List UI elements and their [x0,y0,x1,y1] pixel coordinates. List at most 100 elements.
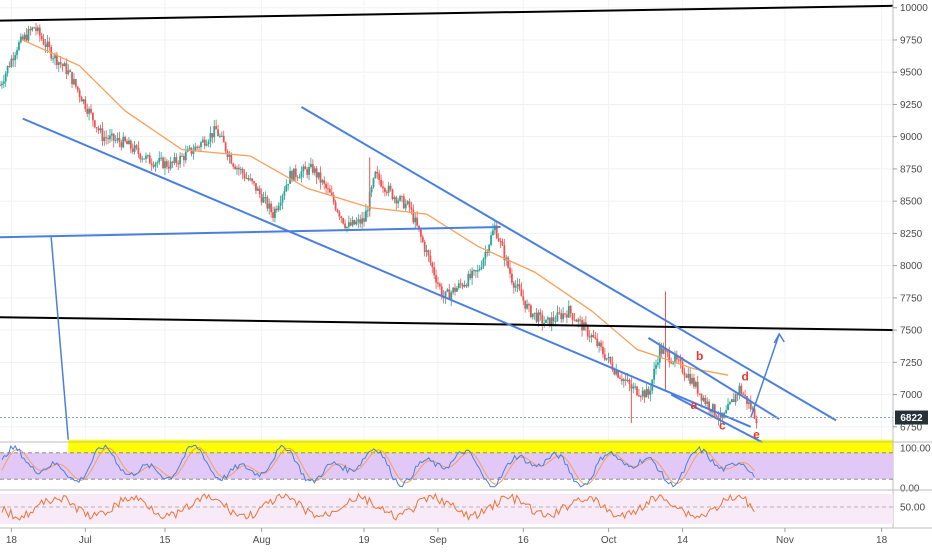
candle-body [351,220,354,226]
candle-body [300,171,303,178]
candle-body [114,139,117,141]
candle-body [691,377,693,384]
candle-body [196,146,199,148]
candle-body [33,27,36,29]
candle-body [154,163,157,167]
candle-body [164,161,166,169]
candle-body [689,373,692,384]
candle-body [387,185,390,193]
candle-body [522,296,525,301]
candle-body [325,183,328,189]
candle-body [511,273,513,283]
candle-body [719,412,722,419]
candle-body [431,262,434,268]
candle-body [35,27,37,31]
candle-body [308,166,310,175]
candle-body [29,29,32,31]
candle-body [57,62,60,66]
candle-body [332,194,335,203]
candle-body [694,381,697,387]
candle-body [378,173,381,180]
candle-body [146,155,149,157]
candle-body [217,129,219,137]
candle-body [503,245,506,261]
wave-label-b: b [696,349,703,363]
candle-body [565,314,568,318]
trendline-mid-line [0,225,501,239]
candle-body [668,352,671,363]
candle-body [177,163,180,165]
candle-body [474,270,477,272]
candle-body [14,55,17,61]
candle-body [492,230,494,236]
candle-body [380,179,382,187]
trendline-small-lower [670,393,763,444]
candle-body [18,42,20,51]
candle-body [533,312,536,314]
candle-body [194,146,197,152]
candle-body [596,338,599,346]
price-axis[interactable]: 10000 9750 9500 9250 9000 8750 8500 8250 8000 775… [893,3,928,433]
time-tick-label: 18 [876,535,888,546]
time-axis[interactable]: 18 Jul 15 Aug 19 Sep 16 Oct 14 Nov 18 [6,528,888,546]
time-tick-label: 15 [159,535,171,546]
candle-body [420,229,422,237]
candle-body [732,399,735,403]
candle-body [143,158,145,160]
candle-body [270,203,273,213]
candle-body [495,225,498,239]
candle-body [0,83,3,86]
candle-body [88,108,91,114]
candle-body [459,283,462,285]
candle-body [467,273,470,287]
candle-body [220,135,223,137]
candle-body [404,203,407,209]
candle-body [116,138,119,140]
candle-body [344,223,346,229]
candle-body [334,202,337,210]
candle-body [46,41,49,47]
price-tick-label: 8500 [900,197,923,208]
candle-body [264,197,267,199]
candle-body [512,282,515,288]
candle-body [537,312,540,322]
candle-body [476,269,479,272]
candle-body [200,142,202,147]
candle-body [209,133,212,142]
wave-label-a: a [691,398,698,412]
candle-body [349,222,352,226]
candle-body [567,306,570,318]
candle-body [120,142,123,148]
time-tick-label: Sep [429,535,447,546]
candle-body [611,362,614,370]
candle-body [617,370,619,378]
candle-body [382,186,384,189]
candle-body [258,188,261,195]
candles [0,22,758,429]
candle-body [535,312,538,322]
candle-body [203,139,206,146]
candle-body [124,136,127,142]
stochastic-tick-label: 100.00 [900,444,931,455]
candle-body [526,304,528,309]
projection-arrow [750,333,780,418]
candle-body [450,292,453,300]
candle-body [613,369,616,375]
candle-body [327,188,329,190]
candle-body [658,345,661,363]
candle-body [213,126,216,138]
price-tick-label: 9750 [900,35,923,46]
candle-body [2,81,5,84]
candle-body [734,394,737,403]
price-tick-label: 9250 [900,100,923,111]
candle-body [6,66,9,74]
candle-body [222,135,225,143]
candle-body [478,268,481,270]
candle-body [696,381,699,394]
candle-body [751,408,754,410]
candle-body [706,401,709,404]
candle-body [353,220,356,225]
candle-body [753,408,756,419]
candle-body [61,64,64,67]
